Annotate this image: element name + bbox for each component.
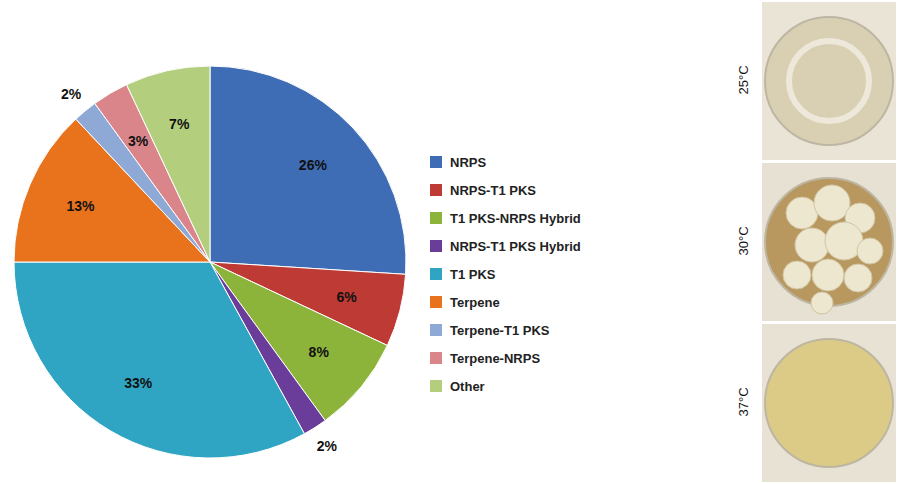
- html-text:Terpene-T1 PKS: Terpene-T1 PKS: [450, 322, 550, 338]
- svg-text:26%: 26%: [299, 157, 328, 173]
- svg-text:37°C: 37°C: [736, 387, 751, 416]
- html-text:Terpene-NRPS: Terpene-NRPS: [450, 350, 541, 366]
- svg-text:33%: 33%: [124, 375, 153, 391]
- svg-text:7%: 7%: [169, 116, 190, 132]
- svg-text:13%: 13%: [66, 198, 95, 214]
- svg-text:2%: 2%: [61, 86, 82, 102]
- html-text:Other: Other: [450, 378, 485, 394]
- svg-text:30°C: 30°C: [736, 226, 751, 255]
- html-text:NRPS-T1 PKS Hybrid: NRPS-T1 PKS Hybrid: [450, 238, 581, 254]
- svg-text:6%: 6%: [337, 289, 358, 305]
- html-text:NRPS: NRPS: [450, 154, 487, 170]
- html-text:T1 PKS-NRPS Hybrid: T1 PKS-NRPS Hybrid: [450, 210, 581, 226]
- html-text:Terpene: Terpene: [450, 294, 500, 310]
- svg-text:25°C: 25°C: [736, 65, 751, 94]
- svg-text:2%: 2%: [317, 438, 338, 454]
- svg-text:8%: 8%: [309, 344, 330, 360]
- html-text:T1 PKS: T1 PKS: [450, 266, 496, 282]
- html-text:NRPS-T1 PKS: NRPS-T1 PKS: [450, 182, 536, 198]
- svg-text:3%: 3%: [128, 133, 149, 149]
